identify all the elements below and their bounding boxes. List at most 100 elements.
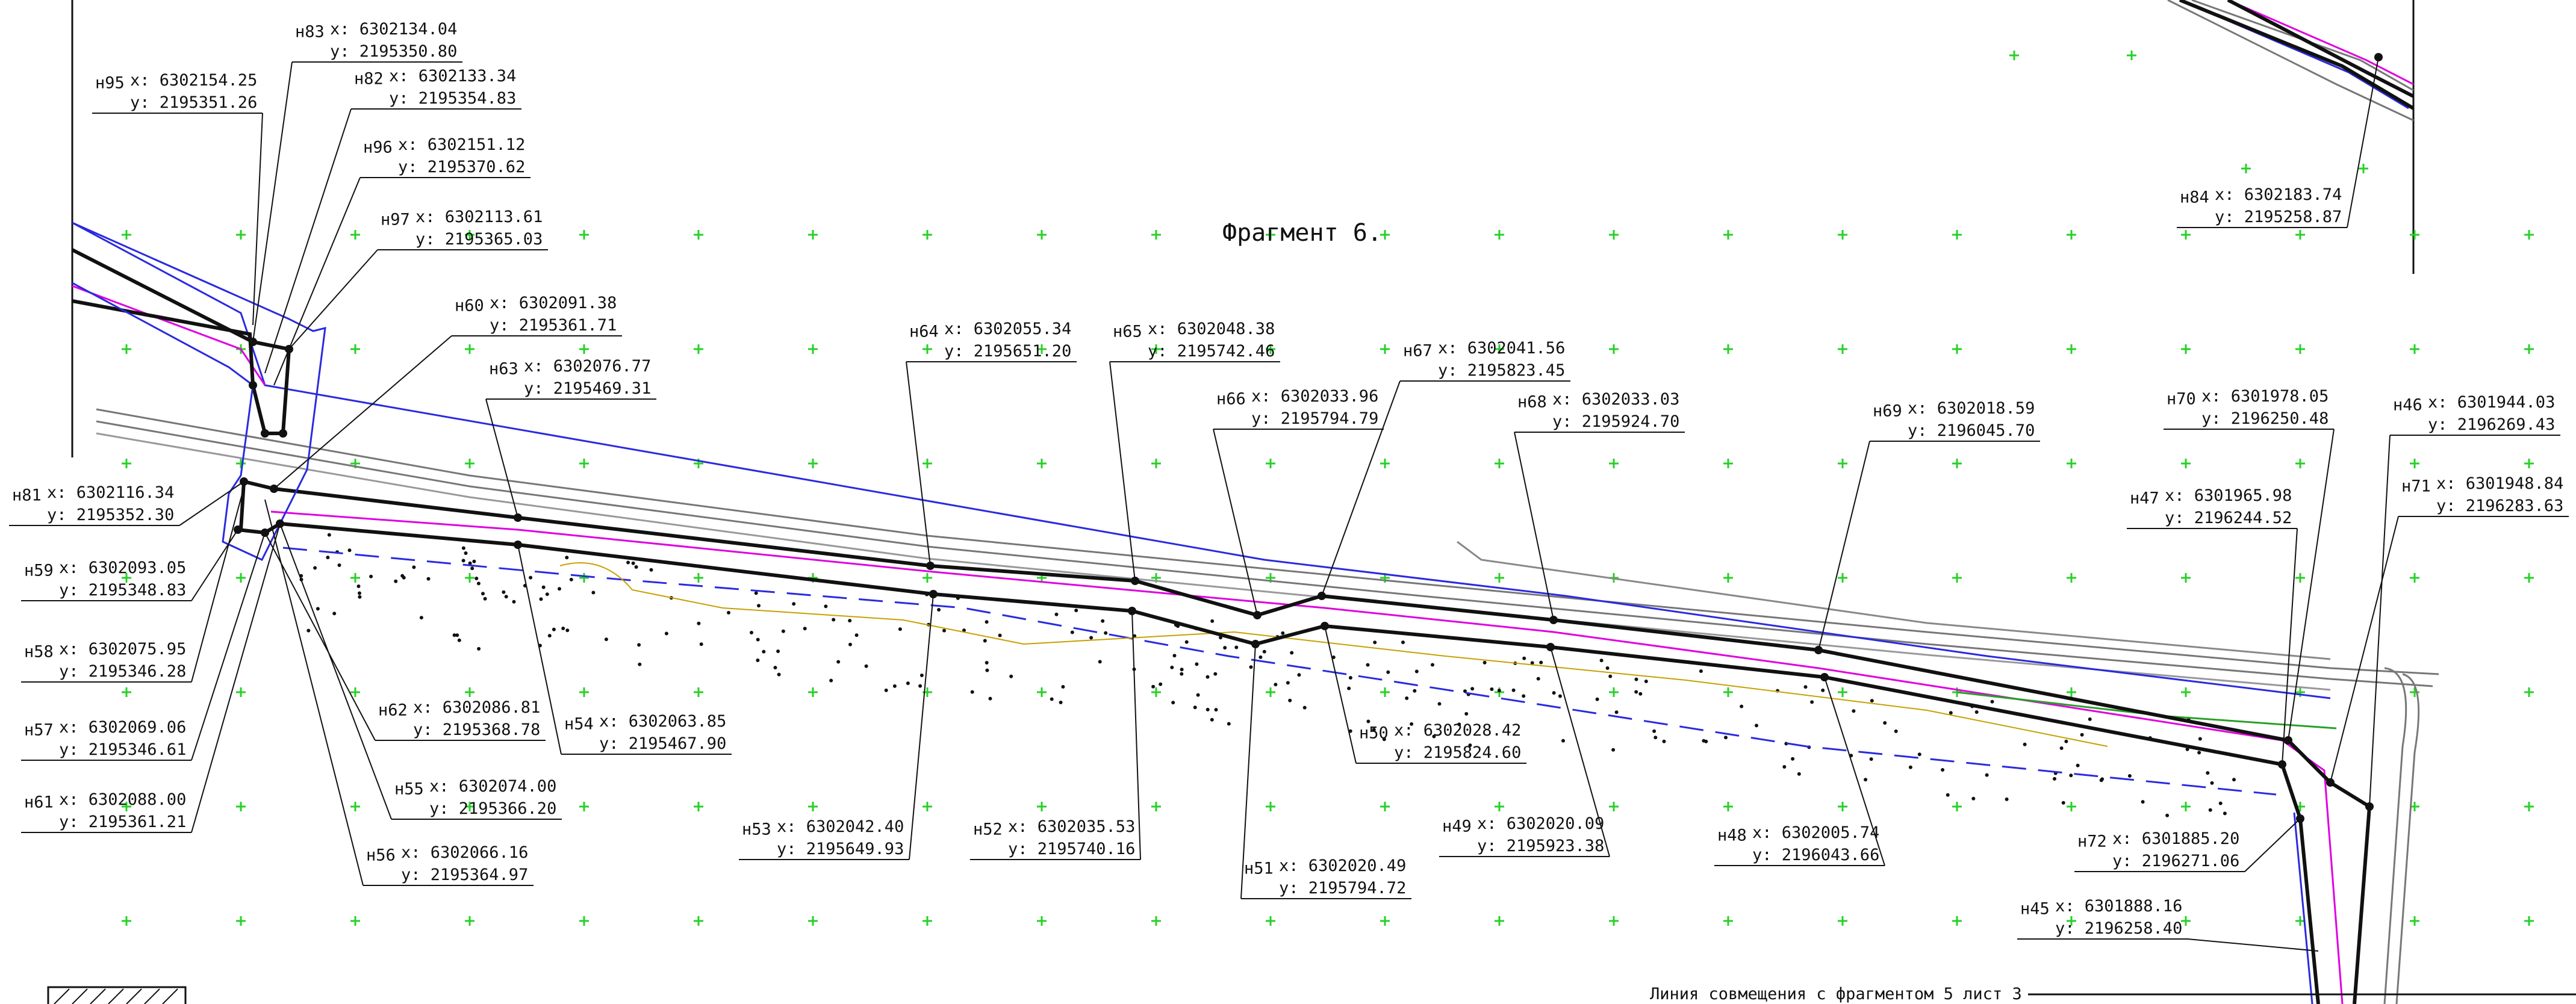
grid-cross xyxy=(1266,344,1275,354)
grid-cross xyxy=(122,230,131,240)
survey-dot xyxy=(1797,772,1801,776)
point-id: н57 xyxy=(24,720,54,739)
grid-cross xyxy=(2524,687,2534,697)
survey-dot xyxy=(1366,663,1370,667)
grid-cross xyxy=(1609,230,1619,240)
survey-dot xyxy=(306,628,311,633)
survey-dot xyxy=(634,565,638,569)
survey-dot xyxy=(1050,697,1054,701)
survey-dot xyxy=(1482,660,1487,665)
survey-dot xyxy=(1227,722,1231,726)
survey-dot xyxy=(504,595,508,599)
point-label-н64: н64 x: 6302055.34 y: 2195651.20 xyxy=(909,320,1071,361)
leader-line xyxy=(252,61,293,342)
survey-dot xyxy=(1662,739,1666,743)
survey-dot xyxy=(512,600,516,604)
point-y: y: 2196045.70 xyxy=(1908,421,2035,440)
grid-cross xyxy=(1380,230,1390,240)
point-x: x: 6302116.34 xyxy=(47,483,174,502)
point-y: y: 2195368.78 xyxy=(413,720,540,739)
road-line-top-right-2 xyxy=(2191,0,2414,91)
survey-dot xyxy=(1290,651,1294,655)
point-label-н67: н67 x: 6302041.56 y: 2195823.45 xyxy=(1403,339,1565,380)
grid-cross xyxy=(922,916,932,926)
point-id: н97 xyxy=(381,210,410,229)
survey-dot xyxy=(1070,630,1074,634)
survey-dot xyxy=(942,628,946,633)
road-line-gray-2 xyxy=(96,420,2433,687)
survey-dot xyxy=(756,637,760,642)
leader-line xyxy=(1240,643,1256,899)
point-label-н84: н84 x: 6302183.74 y: 2195258.87 xyxy=(2180,185,2342,226)
grid-cross xyxy=(694,687,703,697)
survey-dot xyxy=(1883,721,1887,725)
point-y: y: 2195651.20 xyxy=(944,342,1071,361)
survey-dot xyxy=(1740,704,1744,708)
legend-hatch-lines xyxy=(54,988,178,1004)
survey-dot xyxy=(1561,739,1565,743)
point-y: y: 2195352.30 xyxy=(47,506,174,524)
grid-cross xyxy=(236,687,246,697)
survey-dot xyxy=(2206,771,2210,775)
grid-cross xyxy=(2295,230,2305,240)
grid-cross xyxy=(1838,573,1847,583)
survey-dot xyxy=(545,592,549,597)
grid-cross xyxy=(1838,344,1847,354)
grid-cross xyxy=(2295,916,2305,926)
survey-dot xyxy=(2127,774,2132,778)
leader-lines xyxy=(9,57,2569,952)
survey-dot xyxy=(1595,697,1599,701)
leader-line xyxy=(1818,441,1870,651)
survey-dot xyxy=(1196,693,1200,697)
point-x: x: 6302183.74 xyxy=(2215,185,2342,204)
grid-cross xyxy=(2067,573,2076,583)
grid-cross xyxy=(1952,573,1962,583)
point-label-н61: н61 x: 6302088.00 y: 2195361.21 xyxy=(24,790,186,831)
grid-cross xyxy=(1495,573,1504,583)
grid-cross xyxy=(2067,459,2076,468)
survey-dot xyxy=(1210,717,1214,722)
grid-cross xyxy=(1037,687,1047,697)
grid-cross xyxy=(1495,344,1504,354)
grid-cross xyxy=(2295,459,2305,468)
point-x: x: 6302113.61 xyxy=(415,208,543,226)
grid-cross xyxy=(465,802,474,811)
survey-dot xyxy=(1214,708,1218,712)
point-id: н53 xyxy=(742,820,771,838)
point-label-н53: н53 x: 6302042.40 y: 2195649.93 xyxy=(742,817,904,858)
leader-line xyxy=(517,544,562,755)
grid-cross xyxy=(2181,344,2191,354)
survey-dot xyxy=(2185,747,2189,751)
survey-dot xyxy=(1180,668,1184,672)
grid-cross xyxy=(1266,459,1275,468)
survey-dot xyxy=(1061,685,1065,689)
survey-dot xyxy=(2223,811,2227,816)
survey-dot xyxy=(2232,778,2236,782)
survey-dot xyxy=(1195,662,1199,666)
grid-cross xyxy=(1609,916,1619,926)
point-x: x: 6302154.25 xyxy=(130,71,257,90)
survey-dot xyxy=(1638,692,1643,696)
point-label-н55: н55 x: 6302074.00 y: 2195366.20 xyxy=(394,777,556,818)
survey-dot xyxy=(1210,619,1215,623)
survey-dot xyxy=(1614,710,1619,714)
survey-dot xyxy=(754,591,758,595)
point-id: н95 xyxy=(95,73,125,92)
grid-cross xyxy=(465,459,474,468)
survey-dot xyxy=(565,556,569,560)
grid-cross xyxy=(1151,916,1161,926)
survey-dot xyxy=(1468,743,1472,748)
survey-dot xyxy=(1348,676,1352,680)
point-x: x: 6302055.34 xyxy=(944,320,1071,338)
point-y: y: 2195649.93 xyxy=(777,840,904,858)
point-id: н50 xyxy=(1359,724,1389,742)
survey-dot xyxy=(918,684,922,688)
grid-cross xyxy=(1952,230,1962,240)
point-id: н66 xyxy=(1216,389,1246,408)
point-y: y: 2195742.46 xyxy=(1148,342,1275,361)
survey-dot xyxy=(565,628,570,633)
point-y: y: 2195823.45 xyxy=(1438,361,1565,380)
point-id: н45 xyxy=(2020,899,2050,918)
point-x: x: 6302041.56 xyxy=(1438,339,1565,358)
